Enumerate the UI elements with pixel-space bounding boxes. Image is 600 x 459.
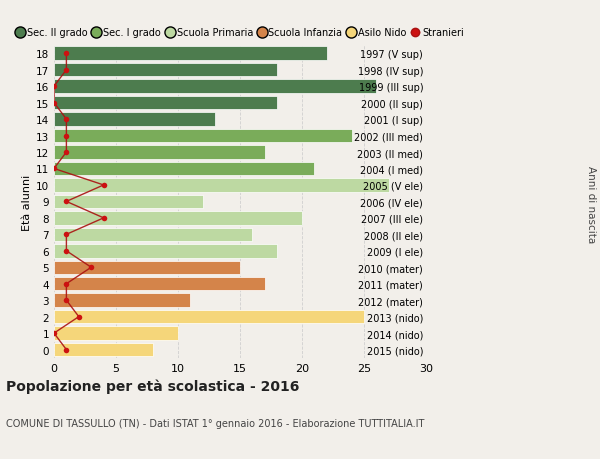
Bar (54, 261, 240, 274)
Bar (54, 310, 364, 324)
Point (62, 50, 71, 58)
Bar (54, 228, 253, 241)
Point (62, 346, 71, 353)
Bar (54, 294, 190, 307)
Bar (54, 195, 203, 209)
Text: Popolazione per età scolastica - 2016: Popolazione per età scolastica - 2016 (6, 379, 299, 393)
Point (74, 313, 83, 321)
Point (49, 100, 59, 107)
Y-axis label: Età alunni: Età alunni (22, 174, 32, 230)
Point (62, 297, 71, 304)
Text: Anni di nascita: Anni di nascita (586, 166, 596, 243)
Bar (54, 97, 277, 110)
Legend: Sec. II grado, Sec. I grado, Scuola Primaria, Scuola Infanzia, Asilo Nido, Stran: Sec. II grado, Sec. I grado, Scuola Prim… (16, 28, 464, 38)
Point (49, 83, 59, 90)
Bar (54, 277, 265, 291)
Point (86, 264, 96, 271)
Bar (54, 245, 277, 258)
Bar (54, 129, 352, 143)
Bar (54, 113, 215, 127)
Point (49, 330, 59, 337)
Point (99, 182, 109, 189)
Bar (54, 212, 302, 225)
Bar (54, 343, 153, 357)
Bar (54, 162, 314, 176)
Bar (54, 146, 265, 159)
Bar (54, 327, 178, 340)
Point (49, 165, 59, 173)
Bar (54, 47, 327, 61)
Point (62, 116, 71, 123)
Point (62, 198, 71, 206)
Point (62, 280, 71, 288)
Bar (54, 179, 389, 192)
Point (62, 67, 71, 74)
Point (62, 149, 71, 157)
Point (99, 215, 109, 222)
Bar (54, 80, 376, 94)
Point (62, 247, 71, 255)
Text: COMUNE DI TASSULLO (TN) - Dati ISTAT 1° gennaio 2016 - Elaborazione TUTTITALIA.I: COMUNE DI TASSULLO (TN) - Dati ISTAT 1° … (6, 418, 424, 428)
Point (62, 133, 71, 140)
Bar (54, 64, 277, 77)
Point (62, 231, 71, 239)
